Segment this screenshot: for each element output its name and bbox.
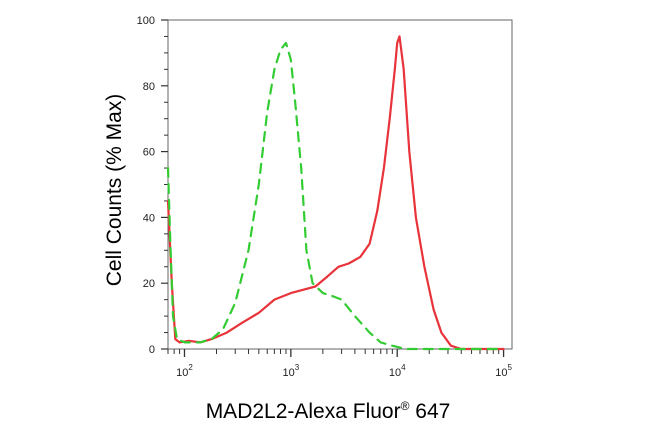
y-tick-label: 0 — [149, 344, 155, 356]
x-tick-label-exponent: 4 — [401, 363, 406, 372]
x-tick-label-base: 10 — [282, 367, 294, 379]
y-axis: 0 20 40 60 80 100 — [137, 15, 168, 356]
x-tick-label: 104 — [389, 363, 406, 379]
x-axis-title-superscript: ® — [401, 399, 410, 413]
x-tick-label-base: 10 — [495, 367, 507, 379]
x-tick-label: 102 — [176, 363, 193, 379]
x-tick-label: 105 — [495, 363, 512, 379]
y-tick-label: 60 — [143, 147, 155, 159]
x-tick-label: 103 — [282, 363, 299, 379]
x-axis-title: MAD2L2-Alexa Fluor® 647 — [206, 399, 451, 423]
y-tick-label: 100 — [137, 15, 155, 27]
x-axis-title-main: MAD2L2-Alexa Fluor — [206, 400, 401, 423]
y-tick-label: 40 — [143, 212, 155, 224]
x-tick-label-exponent: 2 — [188, 363, 193, 372]
x-tick-label-base: 10 — [176, 367, 188, 379]
x-axis: 102 103 104 105 — [167, 349, 512, 379]
dashed-series-line — [166, 41, 505, 351]
x-tick-label-base: 10 — [389, 367, 401, 379]
solid-series-line — [166, 35, 505, 351]
y-tick-label: 80 — [143, 81, 155, 93]
y-tick-label: 20 — [143, 278, 155, 290]
x-axis-title-suffix: 647 — [409, 400, 450, 423]
series-layer — [166, 35, 505, 351]
x-tick-label-exponent: 5 — [507, 363, 512, 372]
x-tick-label-exponent: 3 — [295, 363, 300, 372]
y-axis-title: Cell Counts (% Max) — [103, 94, 126, 287]
